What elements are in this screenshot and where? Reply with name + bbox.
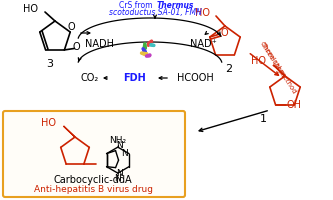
Text: Three steps: Three steps bbox=[259, 41, 287, 79]
Text: N: N bbox=[115, 174, 121, 183]
Text: HO: HO bbox=[251, 56, 266, 66]
Text: N: N bbox=[117, 141, 123, 150]
Text: 1: 1 bbox=[259, 114, 266, 124]
Text: OH: OH bbox=[287, 100, 302, 110]
Text: HO: HO bbox=[194, 8, 209, 18]
Text: O: O bbox=[68, 22, 75, 32]
Text: 3: 3 bbox=[47, 59, 54, 69]
Text: Thermus: Thermus bbox=[157, 1, 194, 10]
FancyBboxPatch shape bbox=[3, 111, 185, 197]
Text: NH₂: NH₂ bbox=[109, 136, 127, 145]
Text: N: N bbox=[117, 169, 123, 178]
Polygon shape bbox=[273, 65, 285, 76]
Text: Anti-hepatitis B virus drug: Anti-hepatitis B virus drug bbox=[34, 184, 153, 194]
Text: HCOOH: HCOOH bbox=[176, 73, 213, 83]
Text: NADH: NADH bbox=[86, 39, 115, 49]
Text: scotoductus SA-01, FMN: scotoductus SA-01, FMN bbox=[109, 8, 201, 17]
Text: NAD⁺: NAD⁺ bbox=[189, 39, 216, 49]
Polygon shape bbox=[64, 126, 75, 137]
Text: 2: 2 bbox=[225, 64, 232, 74]
Text: chemical method: chemical method bbox=[259, 40, 297, 94]
Text: HO: HO bbox=[42, 118, 57, 128]
Text: FDH: FDH bbox=[124, 73, 147, 83]
Text: O: O bbox=[221, 28, 228, 38]
Text: O: O bbox=[73, 42, 80, 52]
Text: Carbocyclic-ddA: Carbocyclic-ddA bbox=[54, 175, 132, 185]
Text: CO₂: CO₂ bbox=[81, 73, 99, 83]
Text: CrS from: CrS from bbox=[119, 1, 155, 10]
Text: HO: HO bbox=[24, 4, 39, 14]
Text: N: N bbox=[121, 149, 128, 158]
